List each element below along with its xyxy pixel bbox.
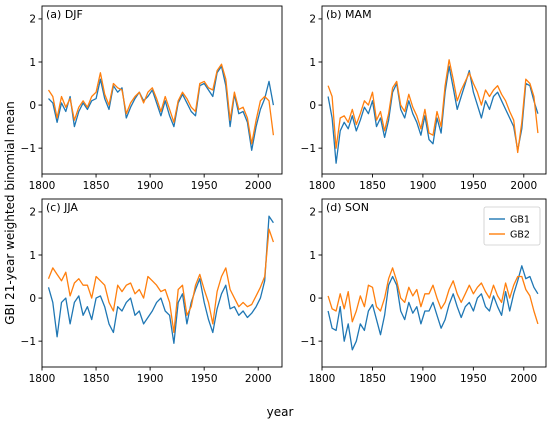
panel-frame [321, 5, 547, 175]
legend-label-gb2: GB2 [510, 230, 530, 241]
x-axis-label: year [267, 405, 294, 419]
series-line-gb2 [47, 63, 275, 145]
x-tick-label: 1800 [29, 180, 56, 192]
series-line-gb1 [327, 265, 539, 351]
x-tick-label: 1800 [29, 373, 56, 385]
x-tick-label: 2000 [245, 180, 272, 192]
panel-frame [41, 5, 283, 175]
x-tick-label: 1950 [460, 373, 487, 385]
y-tick-label: 1 [309, 57, 316, 69]
panel-title: (c) JJA [46, 201, 78, 214]
panel-title: (a) DJF [46, 8, 83, 21]
panel-frame [321, 198, 547, 368]
x-tick-label: 1900 [137, 180, 164, 192]
chart-panel: 1800 1850 1900 1950 2000 −1 0 1 2 (c) JJA [21, 198, 283, 385]
x-tick-label: 2000 [245, 373, 272, 385]
y-tick-label: −1 [21, 143, 36, 155]
y-axis-label: GBI 21-year weighted binomial mean [3, 101, 17, 325]
x-tick-label: 1800 [309, 180, 336, 192]
panel-frame [41, 198, 283, 368]
series-line-gb2 [47, 228, 275, 334]
x-tick-label: 1850 [359, 373, 386, 385]
y-tick-label: 1 [309, 250, 316, 262]
y-tick-label: 2 [309, 14, 316, 26]
y-tick-label: 0 [29, 293, 36, 305]
series-line-gb1 [327, 65, 539, 164]
series-line-gb1 [48, 65, 275, 151]
x-tick-label: 1850 [359, 180, 386, 192]
x-tick-label: 1850 [83, 180, 110, 192]
y-tick-label: 2 [29, 207, 36, 219]
series-line-gb2 [327, 267, 539, 325]
series-line-gb2 [327, 59, 539, 154]
legend-box [483, 206, 541, 246]
panel-title: (b) MAM [326, 8, 372, 21]
chart-panel: 1800 1850 1900 1950 2000 −1 0 1 2 (b) MAM [301, 5, 547, 192]
y-tick-label: 2 [309, 207, 316, 219]
legend-label-gb1: GB1 [510, 215, 530, 226]
y-tick-label: −1 [301, 143, 316, 155]
panel-title: (d) SON [326, 201, 369, 214]
y-tick-label: 1 [29, 250, 36, 262]
x-tick-label: 1900 [410, 373, 437, 385]
y-tick-label: 0 [29, 100, 36, 112]
chart-panel: 1800 1850 1900 1950 2000 −1 0 1 2 (a) DJF [21, 5, 283, 192]
y-tick-label: 2 [29, 14, 36, 26]
x-tick-label: 1950 [460, 180, 487, 192]
y-tick-label: 0 [309, 100, 316, 112]
x-tick-label: 2000 [510, 180, 537, 192]
y-tick-label: −1 [301, 336, 316, 348]
x-tick-label: 1900 [137, 373, 164, 385]
series-line-gb1 [47, 215, 274, 344]
y-tick-label: 0 [309, 293, 316, 305]
x-tick-label: 2000 [510, 373, 537, 385]
x-tick-label: 1800 [309, 373, 336, 385]
x-tick-label: 1950 [191, 373, 218, 385]
y-tick-label: −1 [21, 336, 36, 348]
y-tick-label: 1 [29, 57, 36, 69]
x-tick-label: 1900 [410, 180, 437, 192]
x-tick-label: 1950 [191, 180, 218, 192]
x-tick-label: 1850 [83, 373, 110, 385]
